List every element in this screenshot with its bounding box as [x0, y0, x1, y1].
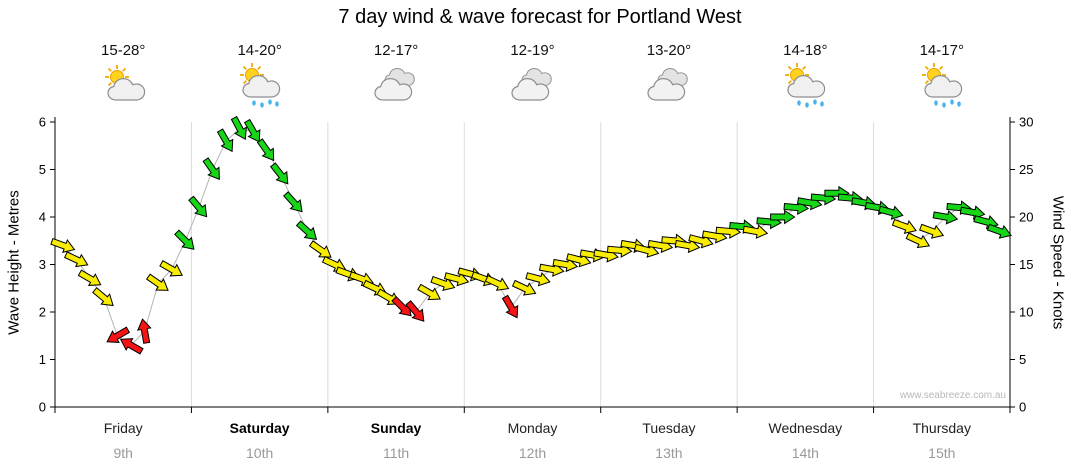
wind-arrow [417, 283, 441, 301]
wind-arrow [552, 257, 579, 273]
wind-arrow [986, 223, 1012, 239]
right-tick-label: 10 [1019, 305, 1033, 320]
right-tick-label: 30 [1019, 115, 1033, 130]
wind-arrow [525, 272, 551, 287]
left-tick-label: 2 [39, 305, 46, 320]
day-date-label: 12th [518, 445, 547, 461]
wind-arrow [674, 238, 701, 254]
cloudy-icon [328, 62, 464, 110]
day-date-label: 10th [246, 445, 274, 461]
wind-arrow [443, 272, 470, 287]
wind-arrow [501, 294, 519, 319]
day-date-label: 9th [113, 445, 133, 461]
wind-arrow [230, 115, 247, 141]
day-date-label: 15th [928, 445, 956, 461]
wind-arrow [202, 157, 220, 181]
wind-arrow [891, 218, 917, 234]
right-tick-label: 5 [1019, 352, 1026, 367]
wind-arrow [391, 295, 412, 317]
day-temp-range: 12-17° [373, 42, 419, 59]
wind-arrow [932, 209, 959, 225]
wind-arrow [742, 224, 769, 239]
wind-arrow [256, 138, 275, 162]
wind-arrow [770, 209, 796, 225]
wind-arrow [283, 191, 303, 213]
cloudy-icon [601, 62, 737, 110]
day-name-label: Monday [507, 420, 558, 436]
showers-icon [874, 62, 1010, 110]
wind-arrow [905, 232, 931, 249]
wind-arrow [63, 251, 89, 268]
wind-arrow [243, 118, 261, 143]
wind-arrow [188, 195, 208, 218]
left-tick-label: 5 [39, 162, 46, 177]
wind-arrow [119, 338, 144, 355]
right-tick-label: 0 [1019, 400, 1026, 415]
wind-arrow [511, 279, 537, 296]
wind-arrow [77, 269, 102, 286]
day-temp-range: 12-19° [510, 42, 555, 59]
day-date-label: 11th [382, 445, 410, 461]
day-header-friday: 15-28° [55, 42, 191, 110]
day-date-label: 13th [655, 445, 683, 461]
day-name-label: Sunday [370, 420, 422, 436]
right-tick-label: 20 [1019, 210, 1033, 225]
left-tick-label: 1 [39, 352, 46, 367]
watermark: www.seabreeze.com.au [899, 390, 1006, 401]
day-header-sunday: 12-17° [328, 42, 464, 110]
day-temp-range: 13-20° [646, 42, 692, 59]
left-tick-label: 3 [39, 257, 46, 272]
day-date-label: 14th [791, 445, 819, 461]
day-header-thursday: 14-17° [874, 42, 1010, 110]
day-header-tuesday: 13-20° [601, 42, 737, 110]
wind-arrow [137, 318, 152, 344]
wind-arrow [216, 128, 234, 153]
wind-arrow [92, 287, 114, 307]
wind-arrow [174, 229, 195, 250]
day-name-label: Thursday [912, 420, 971, 436]
day-temp-range: 14-20° [237, 42, 282, 59]
left-tick-label: 0 [39, 400, 46, 415]
chart-title: 7 day wind & wave forecast for Portland … [338, 6, 742, 28]
showers-icon [737, 62, 873, 110]
left-tick-label: 4 [39, 210, 46, 225]
left-tick-label: 6 [39, 115, 46, 130]
cloudy-icon [465, 62, 601, 110]
day-header-monday: 12-19° [465, 42, 601, 110]
wind-arrow [878, 205, 904, 220]
day-temp-range: 14-17° [919, 42, 964, 59]
day-name-label: Friday [103, 420, 143, 436]
wind-arrow [405, 300, 425, 322]
day-header-wednesday: 14-18° [737, 42, 873, 110]
right-tick-label: 25 [1019, 162, 1033, 177]
wind-arrow [159, 260, 183, 277]
day-temp-range: 14-18° [783, 42, 828, 59]
wind-arrow [919, 223, 945, 239]
wind-arrow [269, 162, 289, 185]
wind-arrow [106, 326, 131, 343]
day-name-label: Tuesday [642, 420, 696, 436]
wind-arrow [50, 237, 76, 253]
day-temp-range: 15-28° [101, 42, 146, 59]
day-header-saturday: 14-20° [192, 42, 328, 110]
wind-arrow [145, 273, 169, 291]
right-tick-label: 15 [1019, 257, 1033, 272]
wind-arrow [295, 220, 318, 240]
day-name-label: Saturday [229, 420, 290, 436]
wind-arrow [484, 275, 510, 291]
showers-icon [192, 62, 328, 110]
partly-cloudy-icon [55, 62, 191, 110]
day-name-label: Wednesday [768, 420, 843, 436]
